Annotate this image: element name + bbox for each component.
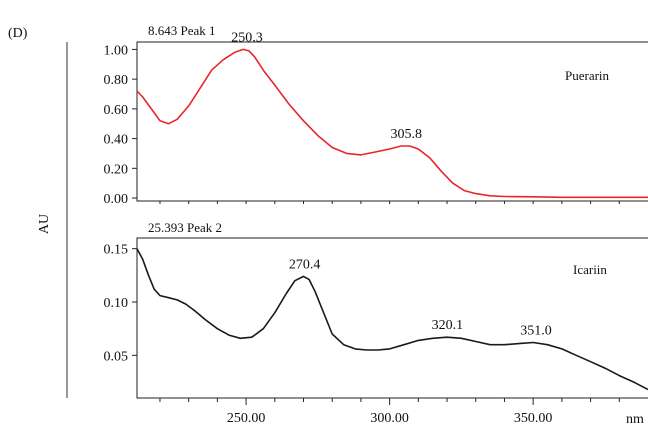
- x-tick-label: 300.00: [370, 411, 409, 426]
- peak-label: 250.3: [231, 30, 263, 45]
- y-axis-label: AU: [37, 214, 52, 234]
- chart-panel-icariin: 25.393 Peak 2 Icariin 0.05 0.10 0.15 250.00…: [104, 220, 648, 426]
- peak-label: 320.1: [432, 318, 464, 333]
- chart-panel-puerarin: 8.643 Peak 1 Puerarin 0.00 0.20 0.40 0.60 0.…: [104, 23, 648, 207]
- y-tick-label: 0.80: [104, 73, 129, 88]
- x-tick-label: 350.00: [514, 411, 553, 426]
- peak-label: 270.4: [289, 257, 321, 272]
- y-tick-label: 0.00: [104, 192, 129, 207]
- y-tick-label: 0.10: [104, 296, 129, 311]
- y-tick-label: 0.60: [104, 103, 129, 118]
- series-line: [136, 48, 648, 199]
- y-tick-label: 1.00: [104, 43, 129, 58]
- y-tick-label: 0.40: [104, 133, 129, 148]
- x-tick-label: 250.00: [227, 411, 266, 426]
- series-line: [136, 248, 648, 391]
- x-unit-label: nm: [626, 412, 644, 427]
- plot-frame: [136, 237, 648, 399]
- compound-annotation: Puerarin: [565, 68, 610, 83]
- y-tick-label: 0.05: [104, 349, 129, 364]
- panel-header: 25.393 Peak 2: [148, 220, 222, 235]
- y-tick-label: 0.15: [104, 243, 129, 258]
- peak-label: 351.0: [520, 324, 552, 339]
- panel-label: (D): [8, 26, 28, 41]
- compound-annotation: Icariin: [573, 262, 607, 277]
- panel-header: 8.643 Peak 1: [148, 23, 216, 38]
- peak-label: 305.8: [391, 127, 423, 142]
- plot-frame: [136, 41, 648, 202]
- y-tick-label: 0.20: [104, 162, 129, 177]
